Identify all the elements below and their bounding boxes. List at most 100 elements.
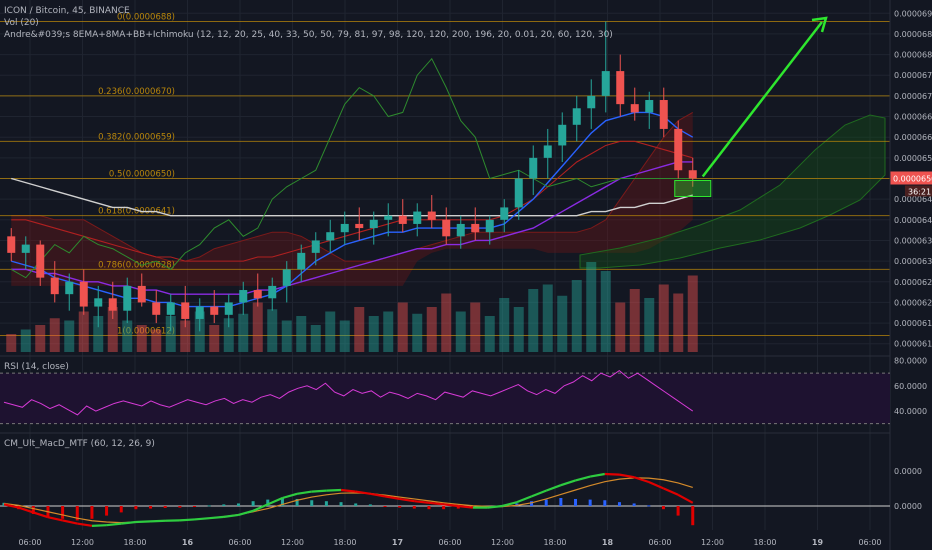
volume-bar: [455, 311, 466, 352]
candle-body: [398, 215, 407, 224]
volume-bar: [571, 280, 582, 352]
rsi-pane[interactable]: 80.0000 60.0000 40.0000: [0, 357, 927, 425]
candle-body: [355, 223, 364, 229]
time-axis[interactable]: 06:00 12:00 18:00 16 06:00 12:00 18:00 17 06:00 1…: [18, 538, 881, 547]
macd-histogram-bar: [632, 503, 636, 506]
candle-body: [326, 232, 335, 241]
indicator-legend[interactable]: Andre&#039;s 8EMA+8MA+BB+Ichimoku (12, 1…: [4, 30, 613, 40]
symbol-title[interactable]: ICON / Bitcoin, 45, BINANCE: [4, 6, 130, 16]
candle-body: [108, 298, 117, 311]
macd-histogram-bar: [544, 499, 548, 506]
macd-histogram-bar: [368, 504, 372, 506]
candle-body: [297, 252, 306, 270]
macd-histogram-bar: [676, 506, 680, 516]
volume-bar: [281, 320, 292, 352]
bb-red-line: [11, 140, 693, 262]
time-tick-label: 06:00: [18, 538, 41, 547]
macd-line-segment: [3, 503, 19, 509]
volume-bar: [513, 307, 524, 352]
volume-bar: [658, 284, 669, 352]
volume-bar: [238, 313, 249, 352]
fib-level-label: 0.382(0.0000659): [98, 132, 175, 142]
macd-legend[interactable]: CM_Ult_MacD_MTF (60, 12, 26, 9): [4, 439, 155, 449]
volume-bar: [412, 313, 423, 352]
volume-bar: [78, 311, 89, 352]
time-tick-label: 12:00: [491, 538, 514, 547]
candlesticks[interactable]: [7, 21, 697, 332]
price-tick-label: 0.0000615: [894, 319, 932, 328]
macd-line-segment: [355, 490, 371, 495]
macd-line-segment: [458, 504, 474, 509]
volume-bar: [354, 307, 365, 352]
volume-bar: [93, 316, 104, 352]
candle-body: [572, 108, 581, 125]
macd-line-segment: [619, 473, 635, 479]
price-tick-label: 0.0000645: [894, 195, 932, 204]
macd-line-segment: [179, 518, 195, 522]
candle-body: [413, 211, 422, 224]
fib-level-label: 0.5(0.0000650): [109, 170, 175, 180]
macd-histogram-bar: [456, 506, 460, 509]
macd-histogram-bar: [105, 506, 109, 516]
macd-line-segment: [604, 472, 620, 476]
time-tick-label: 06:00: [648, 538, 671, 547]
candle-body: [21, 244, 30, 253]
time-tick-label: 06:00: [438, 538, 461, 547]
macd-line-segment: [47, 516, 63, 522]
time-tick-label: 18: [602, 538, 614, 547]
volume-bar: [252, 302, 263, 352]
candle-body: [616, 71, 625, 105]
time-tick-label: 06:00: [858, 538, 881, 547]
candle-body: [558, 124, 567, 146]
candle-body: [239, 290, 248, 303]
candle-body: [427, 211, 436, 220]
current-price-label: 0.0000650: [893, 175, 932, 184]
candle-body: [253, 290, 262, 299]
time-tick-label: 18:00: [123, 538, 146, 547]
time-tick-label: 12:00: [701, 538, 724, 547]
volume-bar: [194, 311, 205, 352]
volume-bar: [615, 302, 626, 352]
volume-bar: [339, 320, 350, 352]
macd-histogram-bar: [266, 499, 270, 506]
volume-bar: [122, 320, 133, 352]
volume-bar: [673, 293, 684, 352]
volume-bar: [368, 316, 379, 352]
volume-bar: [528, 289, 539, 352]
macd-line-segment: [443, 503, 459, 508]
volume-bar: [223, 318, 234, 352]
volume-bar: [586, 262, 597, 352]
fib-level-label: 0(0.0000688): [117, 13, 175, 23]
ma200-line: [11, 177, 693, 217]
volume-bar: [49, 318, 60, 352]
candle-body: [210, 306, 219, 315]
volume-bar: [441, 293, 452, 352]
fib-level-label: 0.786(0.0000628): [98, 260, 175, 270]
macd-histogram-bar: [90, 506, 94, 519]
macd-histogram-bar: [280, 498, 284, 506]
volume-bar: [107, 307, 118, 352]
candle-body: [442, 219, 451, 237]
macd-line-segment: [282, 492, 298, 500]
volume-legend[interactable]: Vol (20): [4, 18, 39, 28]
volume-bar: [310, 325, 321, 352]
candle-body: [282, 269, 291, 286]
macd-pane[interactable]: 0.0000 0.0000: [0, 467, 922, 527]
rsi-line: [3, 370, 694, 416]
indicator-green-line: [11, 57, 693, 279]
volume-bar: [600, 271, 611, 352]
arrow-head: [811, 16, 828, 33]
volume-bar: [296, 316, 307, 352]
macd-line-segment: [501, 501, 518, 508]
fib-level-label: 0.236(0.0000670): [98, 87, 175, 97]
macd-line-segment: [106, 522, 122, 527]
rsi-legend[interactable]: RSI (14, close): [4, 362, 69, 372]
macd-histogram-bar: [691, 506, 695, 526]
